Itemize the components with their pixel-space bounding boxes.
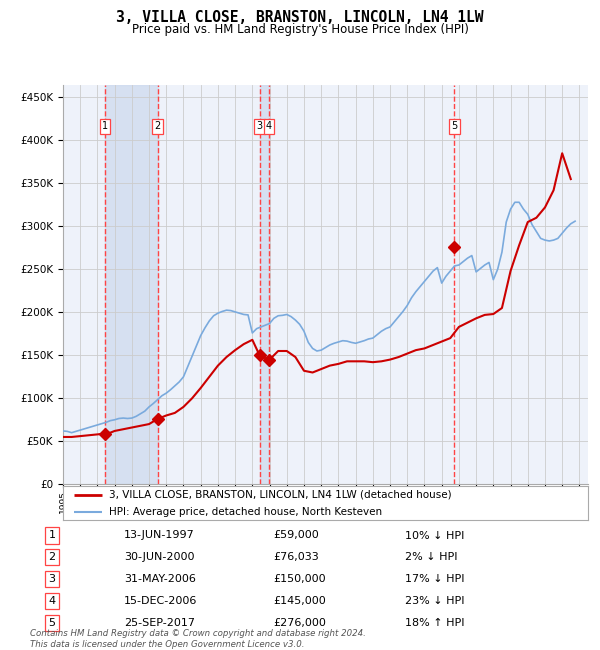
Text: 3: 3 (257, 122, 263, 131)
Text: 1: 1 (102, 122, 108, 131)
Text: 2: 2 (49, 552, 56, 562)
Text: 17% ↓ HPI: 17% ↓ HPI (406, 574, 465, 584)
Text: 4: 4 (266, 122, 272, 131)
Text: 3, VILLA CLOSE, BRANSTON, LINCOLN, LN4 1LW (detached house): 3, VILLA CLOSE, BRANSTON, LINCOLN, LN4 1… (109, 489, 452, 500)
Text: 3: 3 (49, 574, 56, 584)
Text: 4: 4 (49, 596, 56, 606)
Text: £59,000: £59,000 (273, 530, 319, 540)
Bar (105, 84, 158, 484)
Text: 10% ↓ HPI: 10% ↓ HPI (406, 530, 465, 540)
Text: 2: 2 (155, 122, 161, 131)
Text: 13-JUN-1997: 13-JUN-1997 (124, 530, 194, 540)
Text: 5: 5 (451, 122, 457, 131)
Text: HPI: Average price, detached house, North Kesteven: HPI: Average price, detached house, Nort… (109, 506, 382, 517)
Text: £276,000: £276,000 (273, 618, 326, 628)
Text: £150,000: £150,000 (273, 574, 326, 584)
Text: 23% ↓ HPI: 23% ↓ HPI (406, 596, 465, 606)
Text: 3, VILLA CLOSE, BRANSTON, LINCOLN, LN4 1LW: 3, VILLA CLOSE, BRANSTON, LINCOLN, LN4 1… (116, 10, 484, 25)
Text: 2% ↓ HPI: 2% ↓ HPI (406, 552, 458, 562)
Text: 15-DEC-2006: 15-DEC-2006 (124, 596, 197, 606)
Bar (260, 84, 269, 484)
Text: 30-JUN-2000: 30-JUN-2000 (124, 552, 194, 562)
Text: 1: 1 (49, 530, 56, 540)
Text: 31-MAY-2006: 31-MAY-2006 (124, 574, 196, 584)
Text: 18% ↑ HPI: 18% ↑ HPI (406, 618, 465, 628)
Text: Contains HM Land Registry data © Crown copyright and database right 2024.
This d: Contains HM Land Registry data © Crown c… (30, 629, 366, 649)
Text: £145,000: £145,000 (273, 596, 326, 606)
Text: 5: 5 (49, 618, 56, 628)
Text: Price paid vs. HM Land Registry's House Price Index (HPI): Price paid vs. HM Land Registry's House … (131, 23, 469, 36)
Text: 25-SEP-2017: 25-SEP-2017 (124, 618, 195, 628)
Text: £76,033: £76,033 (273, 552, 319, 562)
